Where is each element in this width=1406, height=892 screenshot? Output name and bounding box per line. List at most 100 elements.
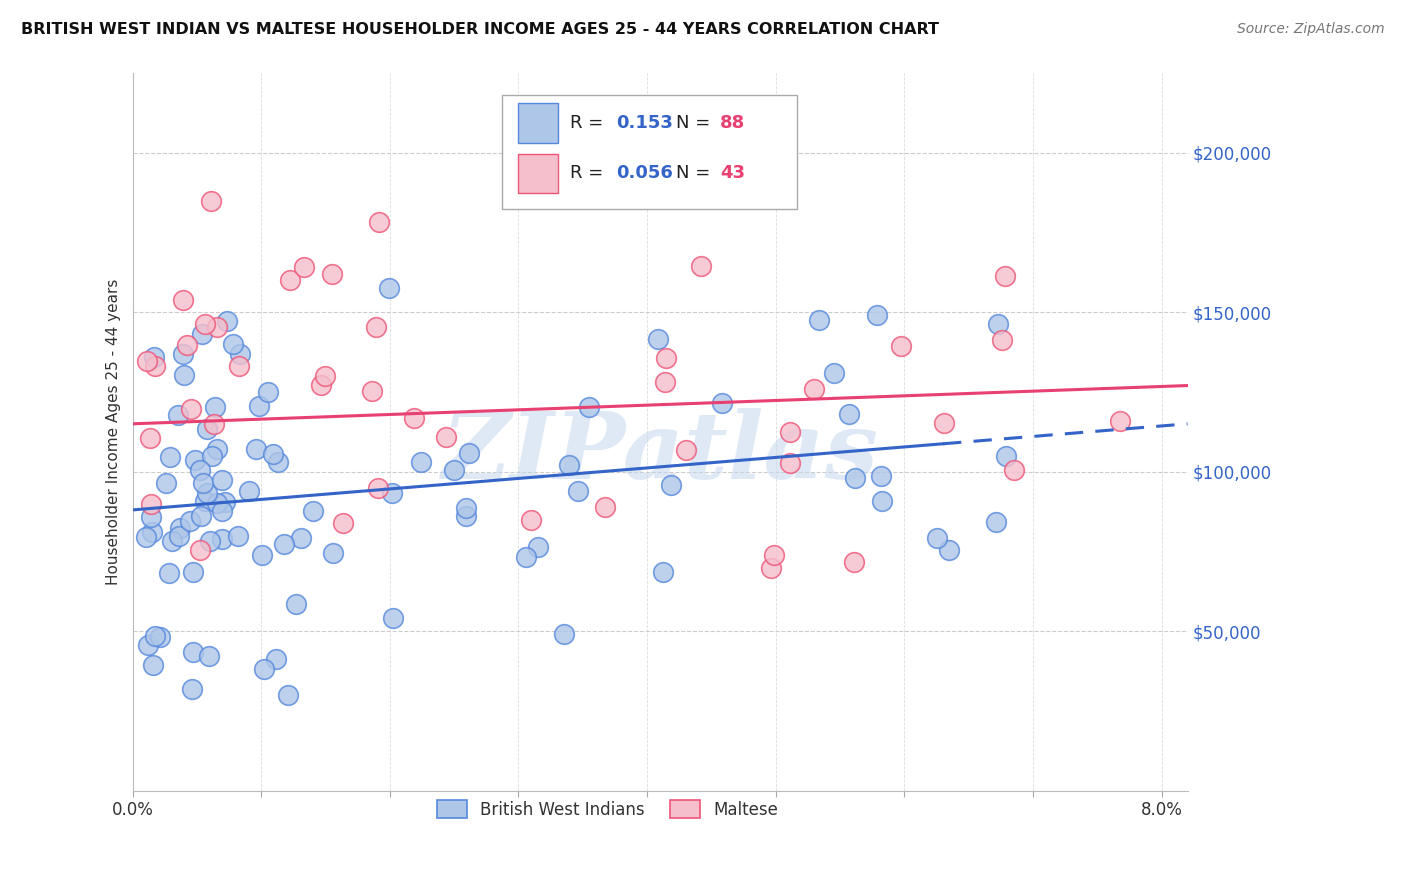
Point <box>222 337 245 351</box>
Point <box>181 682 204 697</box>
Point <box>779 456 801 470</box>
Point <box>252 663 274 677</box>
Point <box>710 396 733 410</box>
Point <box>527 541 550 555</box>
Point <box>172 347 194 361</box>
Point <box>458 446 481 460</box>
Point <box>454 508 477 523</box>
Point <box>134 529 156 543</box>
Point <box>207 320 229 334</box>
Point <box>204 401 226 415</box>
Point <box>842 556 865 570</box>
Point <box>226 528 249 542</box>
Point <box>364 320 387 334</box>
Point <box>578 400 600 414</box>
Point <box>659 478 682 492</box>
Point <box>159 450 181 465</box>
Point <box>932 416 955 430</box>
Text: R =: R = <box>571 164 609 183</box>
Point <box>302 503 325 517</box>
Point <box>176 338 198 352</box>
Point <box>167 528 190 542</box>
Point <box>191 476 214 491</box>
Point <box>994 449 1017 463</box>
Point <box>155 476 177 491</box>
Bar <box>517 103 558 143</box>
Point <box>402 411 425 425</box>
FancyBboxPatch shape <box>502 95 797 210</box>
Point <box>273 537 295 551</box>
Point <box>360 384 382 398</box>
Point <box>987 317 1010 331</box>
Point <box>190 509 212 524</box>
Point <box>557 458 579 472</box>
Point <box>1108 414 1130 428</box>
Point <box>188 543 211 558</box>
Point <box>280 273 302 287</box>
Text: N =: N = <box>676 114 716 132</box>
Text: 43: 43 <box>720 164 745 183</box>
Text: ZIPatlas: ZIPatlas <box>441 409 879 499</box>
Point <box>194 317 217 331</box>
Point <box>844 471 866 485</box>
Point <box>143 629 166 643</box>
Point <box>191 326 214 341</box>
Point <box>214 495 236 509</box>
Point <box>567 483 589 498</box>
Point <box>409 455 432 469</box>
Point <box>245 442 267 457</box>
Point <box>179 514 201 528</box>
Point <box>211 532 233 546</box>
Point <box>181 566 204 580</box>
Point <box>169 521 191 535</box>
Point <box>654 376 676 390</box>
Point <box>378 281 401 295</box>
Point <box>136 638 159 652</box>
Point <box>139 510 162 524</box>
Point <box>322 546 344 560</box>
Point <box>381 611 404 625</box>
Point <box>994 268 1017 283</box>
Point <box>321 267 343 281</box>
Point <box>200 533 222 548</box>
Point <box>808 312 831 326</box>
Point <box>217 314 239 328</box>
Bar <box>517 153 558 194</box>
Point <box>520 513 543 527</box>
Point <box>149 630 172 644</box>
Point <box>454 500 477 515</box>
Point <box>277 688 299 702</box>
Point <box>166 409 188 423</box>
Point <box>368 215 391 229</box>
Point <box>870 468 893 483</box>
Point <box>332 516 354 530</box>
Text: N =: N = <box>676 164 716 183</box>
Point <box>135 354 157 368</box>
Point <box>162 534 184 549</box>
Point <box>292 260 315 274</box>
Point <box>675 443 697 458</box>
Point <box>205 496 228 510</box>
Point <box>228 359 250 373</box>
Point <box>938 543 960 558</box>
Point <box>201 449 224 463</box>
Point <box>381 485 404 500</box>
Point <box>443 463 465 477</box>
Point <box>367 481 389 495</box>
Point <box>652 565 675 579</box>
Point <box>990 333 1012 347</box>
Point <box>262 447 284 461</box>
Point <box>200 194 222 209</box>
Point <box>689 259 711 273</box>
Point <box>984 515 1007 529</box>
Point <box>173 368 195 383</box>
Text: BRITISH WEST INDIAN VS MALTESE HOUSEHOLDER INCOME AGES 25 - 44 YEARS CORRELATION: BRITISH WEST INDIAN VS MALTESE HOUSEHOLD… <box>21 22 939 37</box>
Point <box>315 369 337 384</box>
Point <box>197 649 219 664</box>
Point <box>823 366 845 380</box>
Point <box>779 425 801 440</box>
Point <box>202 417 225 431</box>
Point <box>866 309 889 323</box>
Point <box>515 550 537 565</box>
Y-axis label: Householder Income Ages 25 - 44 years: Householder Income Ages 25 - 44 years <box>107 278 121 585</box>
